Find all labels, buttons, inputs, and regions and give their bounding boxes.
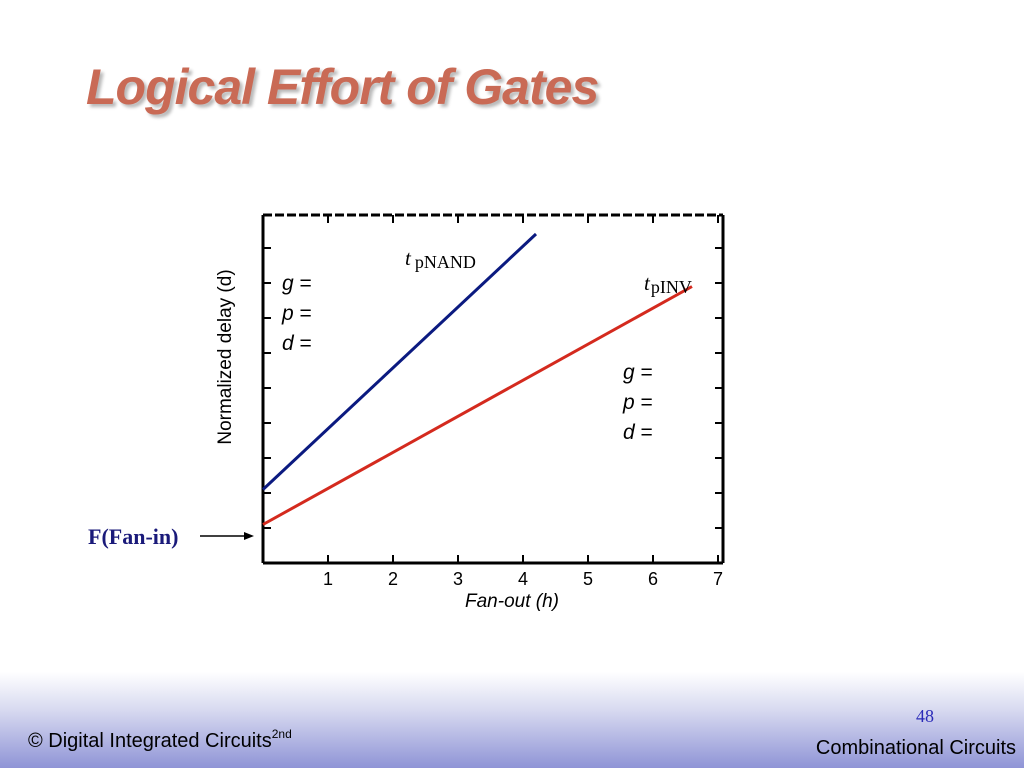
nand-param-2: d = <box>282 332 312 355</box>
x-tick-label: 4 <box>518 569 528 589</box>
inv-param-equals: = <box>635 421 653 444</box>
nand-param-equals: = <box>294 302 312 325</box>
series-line-pnand <box>261 232 538 491</box>
y-axis-label: Normalized delay (d) <box>215 269 236 444</box>
plot-frame <box>261 213 725 565</box>
inv-param-0: g = <box>623 361 653 384</box>
x-axis-ticks: 1 2 3 4 5 6 7 <box>323 215 723 589</box>
tpnand-subscript: pNAND <box>415 252 476 272</box>
copyright-text: © Digital Integrated Circuits <box>28 730 272 752</box>
inv-param-symbol: p <box>622 391 635 414</box>
x-tick-label: 5 <box>583 569 593 589</box>
fan-in-annotation: F(Fan-in) <box>88 524 178 549</box>
nand-param-equals: = <box>294 272 312 295</box>
chapter-label: Combinational Circuits <box>815 737 1016 759</box>
inv-param-equals: = <box>635 361 653 384</box>
x-tick-label: 7 <box>713 569 723 589</box>
nand-param-symbol: d <box>282 332 295 355</box>
nand-param-symbol: g <box>282 272 294 295</box>
x-tick-label: 3 <box>453 569 463 589</box>
tpinv-label: tpINV <box>644 271 692 297</box>
nand-param-equals: = <box>294 332 312 355</box>
x-tick-label: 1 <box>323 569 333 589</box>
inv-param-2: d = <box>623 421 653 444</box>
x-axis-label: Fan-out (h) <box>465 591 559 612</box>
series-lines <box>261 232 693 526</box>
edition-sup: 2nd <box>271 727 292 741</box>
tpinv-subscript: pINV <box>651 277 692 297</box>
copyright: © Digital Integrated Circuits2nd <box>28 727 292 753</box>
inv-param-equals: = <box>635 391 653 414</box>
nand-param-symbol: p <box>281 302 294 325</box>
inv-param-1: p = <box>622 391 653 414</box>
slide-title: Logical Effort of Gates <box>86 59 599 115</box>
inv-param-symbol: d <box>623 421 636 444</box>
tpnand-label: t pNAND <box>405 246 476 272</box>
x-tick-label: 2 <box>388 569 398 589</box>
x-tick-label: 6 <box>648 569 658 589</box>
y-axis-ticks <box>263 247 723 529</box>
annotation-arrow-head <box>244 532 254 540</box>
nand-param-1: p = <box>281 302 312 325</box>
page-number: 48 <box>916 706 934 726</box>
tpnand-t: t <box>405 246 412 270</box>
chart-labels: Normalized delay (d)Fan-out (h)t pNANDtpI… <box>88 246 692 612</box>
footer-band <box>0 672 1024 768</box>
tpinv-t: t <box>644 271 651 295</box>
series-line-pinv <box>262 285 693 526</box>
inv-param-symbol: g <box>623 361 635 384</box>
nand-param-0: g = <box>282 272 312 295</box>
